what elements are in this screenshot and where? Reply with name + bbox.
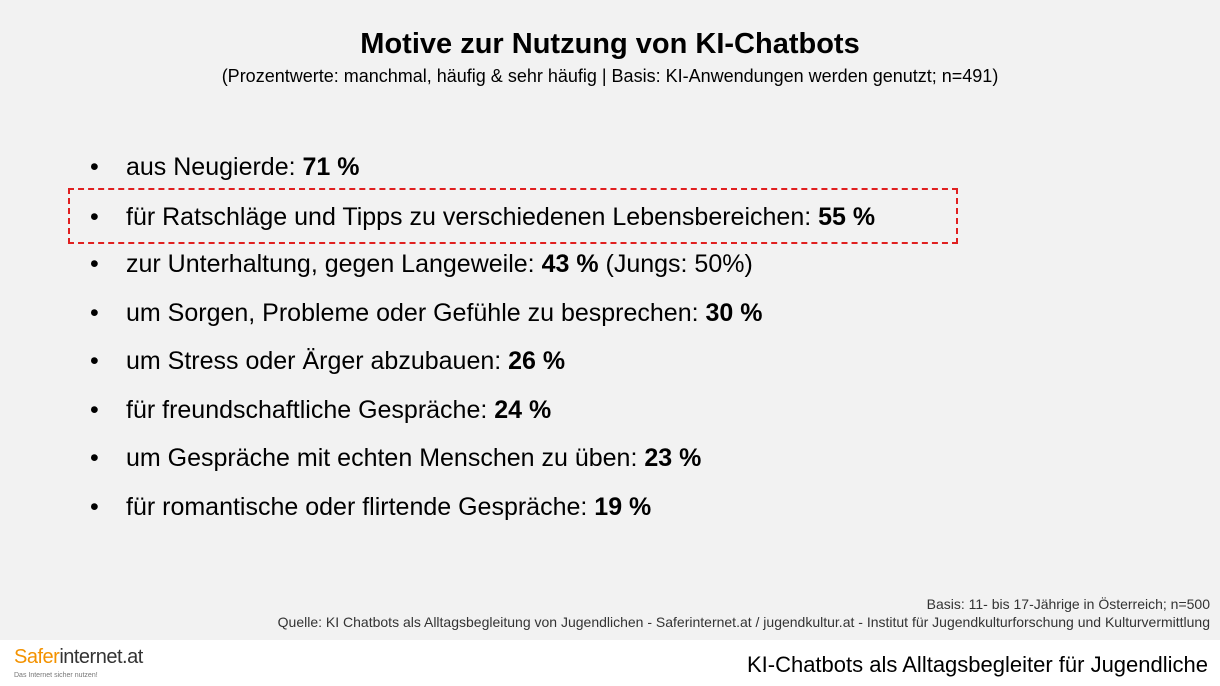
bullet-item: um Gespräche mit echten Menschen zu üben… (90, 439, 956, 488)
item-text: um Sorgen, Probleme oder Gefühle zu besp… (126, 298, 706, 327)
item-value: 26 % (508, 347, 566, 375)
bullet-item: um Stress oder Ärger abzubauen: 26 % (90, 342, 956, 391)
bullet-item: für Ratschläge und Tipps zu verschiedene… (68, 187, 958, 244)
bullet-item: zur Unterhaltung, gegen Langeweile: 43 %… (90, 245, 956, 294)
bullet-item: aus Neugierde: 71 % (90, 148, 956, 197)
item-value: 23 % (644, 444, 702, 472)
logo-prefix: Safer (14, 646, 60, 668)
item-value: 43 % (541, 250, 599, 278)
bullet-item: um Sorgen, Probleme oder Gefühle zu besp… (90, 294, 956, 343)
item-text: aus Neugierde: (126, 153, 303, 181)
item-value: 24 % (494, 395, 552, 424)
item-value: 71 % (302, 153, 360, 181)
title: Motive zur Nutzung von KI-Chatbots (360, 28, 860, 60)
footer-band (0, 640, 1220, 686)
logo-suffix: internet.at (59, 646, 143, 668)
source-note: Quelle: KI Chatbots als Alltagsbegleitun… (277, 614, 1210, 630)
logo: Saferinternet.at (14, 646, 143, 669)
basis-note: Basis: 11- bis 17-Jährige in Österreich;… (926, 596, 1210, 612)
bullet-item: für romantische oder flirtende Gespräche… (90, 488, 956, 537)
item-text: zur Unterhaltung, gegen Langeweile: (126, 250, 542, 278)
logo-tagline: Das Internet sicher nutzen! (14, 672, 98, 679)
item-value: 55 % (818, 202, 876, 231)
item-text: um Stress oder Ärger abzubauen: (126, 347, 509, 375)
item-text: für romantische oder flirtende Gespräche… (126, 492, 595, 521)
slide-title: KI-Chatbots als Alltagsbegleiter für Jug… (746, 652, 1208, 677)
item-text: für freundschaftliche Gespräche: (126, 395, 495, 424)
item-value: 19 % (594, 492, 652, 521)
item-value: 30 % (705, 298, 763, 327)
item-text: um Gespräche mit echten Menschen zu üben… (126, 444, 645, 472)
item-text: für Ratschläge und Tipps zu verschiedene… (126, 202, 819, 231)
bullet-list: aus Neugierde: 71 % für Ratschläge und Ti… (68, 148, 958, 537)
subtitle: (Prozentwerte: manchmal, häufig & sehr h… (221, 66, 999, 86)
bullet-item: für freundschaftliche Gespräche: 24 % (90, 391, 956, 440)
item-note: (Jungs: 50%) (598, 250, 753, 278)
